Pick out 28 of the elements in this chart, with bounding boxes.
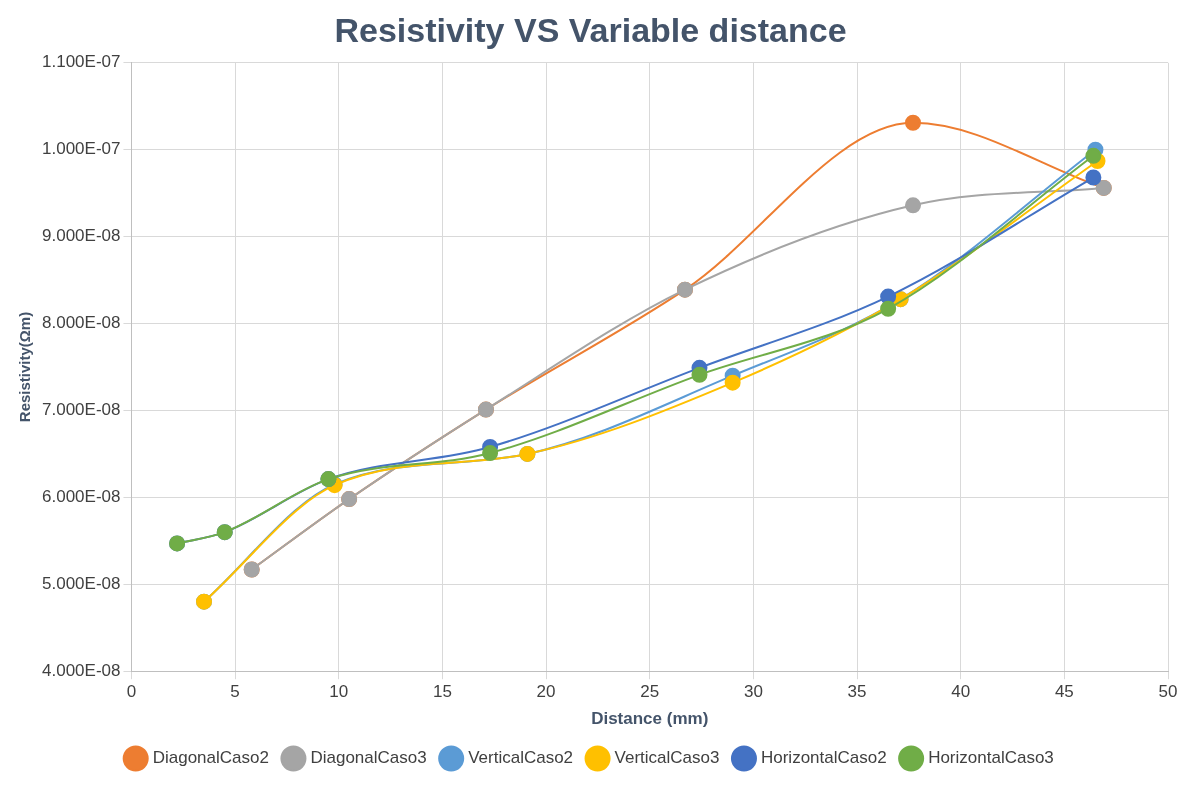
legend-label: HorizontalCaso3	[928, 748, 1054, 768]
x-tick-label: 45	[1054, 682, 1074, 702]
y-tick-label: 1.000E-07	[42, 139, 121, 159]
x-axis-title: Distance (mm)	[591, 709, 709, 729]
y-tick-label: 1.100E-07	[42, 52, 121, 72]
x-tick-label: 30	[743, 682, 763, 702]
x-tick-label: 0	[126, 682, 137, 702]
y-tick-label: 6.000E-08	[42, 487, 121, 507]
legend-label: HorizontalCaso2	[760, 748, 887, 768]
x-tick-label: 40	[951, 682, 971, 702]
y-tick-label: 9.000E-08	[42, 226, 121, 246]
y-tick-label: 8.000E-08	[42, 313, 121, 333]
x-tick-label: 15	[432, 682, 452, 702]
legend-label: DiagonalCaso2	[152, 748, 269, 768]
chart-title: Resistivity VS Variable distance	[334, 10, 847, 49]
y-axis-title: Resistivity(Ωm)	[16, 311, 34, 423]
x-tick-label: 20	[536, 682, 556, 702]
y-tick-label: 4.000E-08	[42, 660, 121, 680]
y-tick-label: 5.000E-08	[42, 573, 121, 593]
y-tick-label: 7.000E-08	[42, 400, 121, 420]
legend-label: DiagonalCaso3	[310, 748, 427, 768]
legend-label: VerticalCaso2	[468, 748, 574, 768]
x-tick-label: 50	[1158, 682, 1178, 702]
x-tick-label: 10	[329, 682, 349, 702]
x-tick-label: 5	[230, 682, 240, 702]
x-tick-label: 35	[847, 682, 867, 702]
x-tick-label: 25	[640, 682, 660, 702]
legend-label: VerticalCaso3	[614, 748, 720, 768]
